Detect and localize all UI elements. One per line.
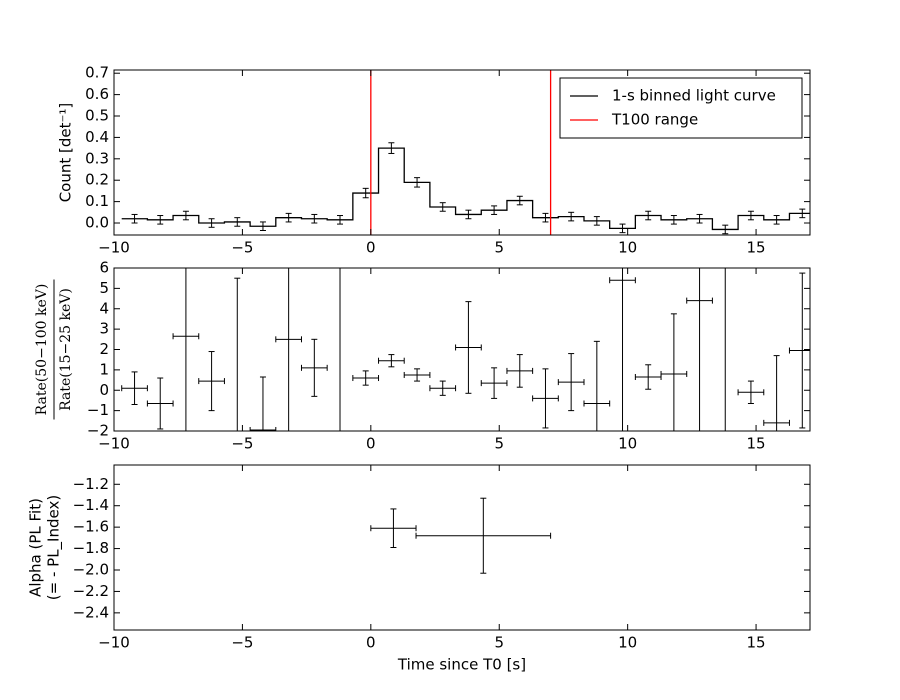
y-tick-label: −2 [87,422,109,440]
x-tick-label: −5 [231,239,253,257]
x-tick-label: 15 [747,239,766,257]
y-tick-label: −1.4 [73,496,109,514]
y-tick-label: −2.0 [73,561,109,579]
y-tick-label: 0.3 [85,149,109,167]
y-tick-label: 0.7 [85,64,109,82]
y-label-numerator: Rate(50−100 keV) [34,284,50,416]
legend-label: T100 range [611,111,698,129]
axes-frame [113,69,811,236]
x-tick-label: −5 [231,634,253,652]
x-tick-label: 10 [618,634,637,652]
x-tick-label: 5 [494,239,504,257]
plot-area [121,70,810,235]
plot-area [121,268,810,431]
x-tick-label: 15 [747,435,766,453]
y-tick-label: 0.0 [85,214,109,232]
y-axis-label: (= - PL_Index) [45,495,64,600]
y-tick-label: 0 [99,381,109,399]
y-tick-label: −1.6 [73,518,109,536]
legend-box [559,77,803,139]
x-tick-label: 15 [747,634,766,652]
y-tick-label: 0.4 [85,128,109,146]
y-tick-label: −1 [87,401,109,419]
x-tick-label: 0 [366,239,376,257]
y-tick-label: 3 [99,320,109,338]
y-tick-label: −1.2 [73,475,109,493]
x-tick-label: 0 [366,435,376,453]
y-tick-label: 0.5 [85,107,109,125]
axes-frame [113,464,811,631]
axes-frame [113,267,811,432]
y-tick-label: 0.6 [85,85,109,103]
x-axis-label: Time since T0 [s] [397,656,526,674]
y-label-denominator: Rate(15−25 keV) [58,288,74,411]
y-tick-label: 4 [99,299,109,317]
x-tick-label: 10 [618,239,637,257]
x-tick-label: −10 [98,634,130,652]
plot-area [370,497,552,574]
y-tick-label: 5 [99,279,109,297]
x-tick-label: −10 [98,435,130,453]
y-tick-label: −2.2 [73,582,109,600]
y-tick-label: −2.4 [73,603,109,621]
y-tick-label: 0.1 [85,192,109,210]
x-tick-label: −10 [98,239,130,257]
y-tick-label: 6 [99,259,109,277]
y-tick-label: 0.2 [85,171,109,189]
y-tick-label: 2 [99,340,109,358]
y-axis-label: Rate(50−100 keV) Rate(15−25 keV) [34,279,74,420]
y-tick-label: 1 [99,360,109,378]
y-tick-label: −1.8 [73,539,109,557]
x-tick-label: 5 [494,435,504,453]
x-tick-label: −5 [231,435,253,453]
x-tick-label: 10 [618,435,637,453]
legend-label: 1-s binned light curve [612,87,776,105]
x-tick-label: 5 [494,634,504,652]
y-axis-label: Count [det⁻¹] [57,103,75,203]
x-tick-label: 0 [366,634,376,652]
y-axis-label: Alpha (PL Fit) [27,498,45,597]
